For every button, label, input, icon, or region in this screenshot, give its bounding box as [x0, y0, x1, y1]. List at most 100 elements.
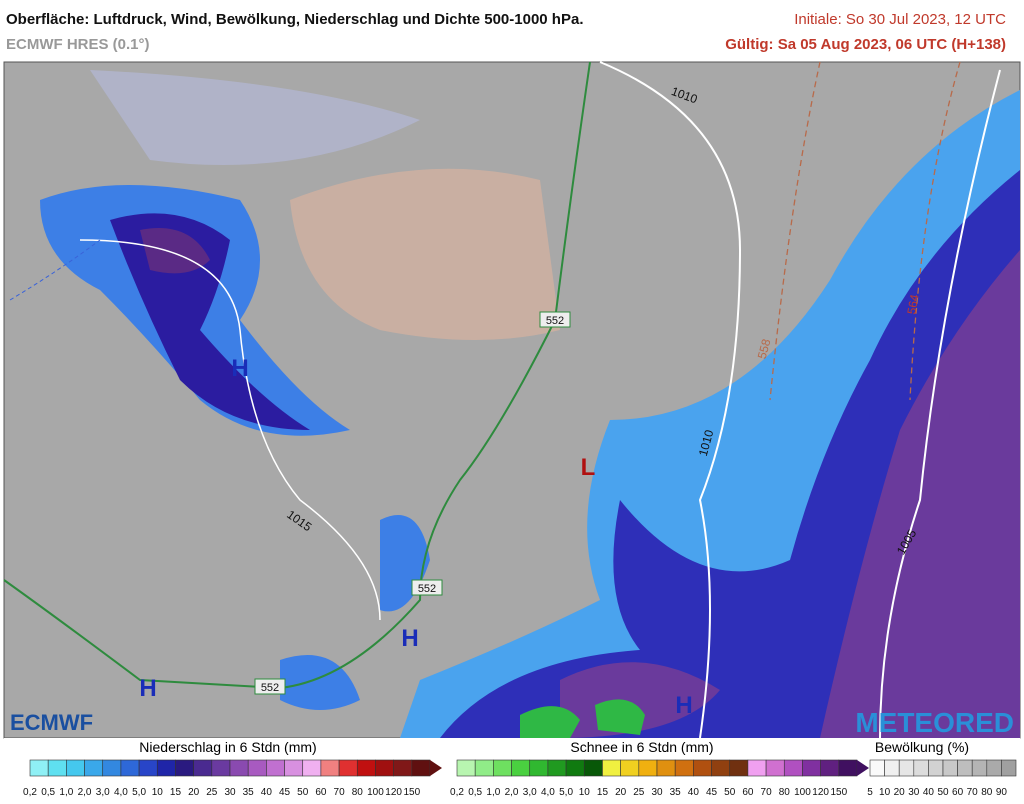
legend-swatch — [120, 759, 140, 777]
legend-swatch — [765, 759, 785, 777]
legend-tick-label: 4,0 — [114, 787, 128, 798]
legend-swatch — [711, 759, 731, 777]
legend-swatch — [211, 759, 231, 777]
legend-tick-label: 30 — [224, 787, 236, 798]
legend-tick-label: 25 — [633, 787, 645, 798]
legend-tick-label: 1,0 — [59, 787, 73, 798]
legend-swatch — [602, 759, 621, 777]
legend-swatch — [66, 759, 85, 777]
legend-swatch — [942, 759, 958, 777]
legend-swatch — [138, 759, 158, 777]
legend-tick-label: 0,5 — [468, 787, 482, 798]
legend-tick-label: 50 — [297, 787, 309, 798]
legend: 0,2 0,5 1,0 2,0 3,0 4,0 5,0 10 15 20 25 30 35 40 45 50 6… — [23, 759, 1017, 798]
thickness-label: 552 — [418, 583, 436, 595]
legend-tick-label: 120 — [812, 787, 829, 798]
legend-swatch — [1001, 759, 1017, 777]
legend-swatch — [375, 759, 394, 777]
legend-arrow — [430, 760, 442, 776]
thickness-box — [411, 579, 443, 596]
init-time: Initiale: So 30 Jul 2023, 12 UTC — [794, 11, 1006, 28]
legend-swatch — [338, 759, 358, 777]
legend-tick-label: 4,0 — [541, 787, 555, 798]
legend-tick-label: 80 — [779, 787, 791, 798]
legend-swatch — [356, 759, 376, 777]
legend-tick-label: 10 — [579, 787, 591, 798]
legend-swatch — [547, 759, 567, 777]
legend-title: Bewölkung (%) — [875, 739, 969, 755]
legend-tick-label: 10 — [152, 787, 164, 798]
legend-tick-label: 60 — [315, 787, 327, 798]
legend-tick-label: 100 — [367, 787, 384, 798]
legend-swatch — [511, 759, 531, 777]
high-marker: H — [675, 692, 692, 719]
legend-swatch — [583, 759, 603, 777]
legend-title: Niederschlag in 6 Stdn (mm) — [139, 739, 316, 755]
logo: METEORED — [855, 707, 1014, 738]
legend-tick-label: 30 — [651, 787, 663, 798]
legend-swatch — [302, 759, 322, 777]
high-marker: H — [231, 355, 248, 382]
legend-swatch — [229, 759, 249, 777]
legend-tick-label: 50 — [937, 787, 949, 798]
legend-tick-label: 45 — [279, 787, 291, 798]
legend-tick-label: 90 — [996, 787, 1008, 798]
legend-swatch — [620, 759, 640, 777]
legend-swatch — [656, 759, 676, 777]
legend-tick-label: 70 — [761, 787, 773, 798]
legend-tick-label: 0,2 — [450, 787, 464, 798]
legend-tick-label: 10 — [879, 787, 891, 798]
legend-swatch — [393, 759, 413, 777]
legend-title: Schnee in 6 Stdn (mm) — [570, 739, 713, 755]
thickness-label: 552 — [261, 682, 279, 694]
legend-tick-label: 0,5 — [41, 787, 55, 798]
legend-swatch — [29, 759, 49, 777]
legend-swatch — [565, 759, 585, 777]
legend-swatch — [266, 759, 285, 777]
thickness-label: 552 — [546, 315, 564, 327]
legend-tick-label: 60 — [742, 787, 754, 798]
legend-tick-label: 80 — [352, 787, 364, 798]
legend-tick-label: 40 — [261, 787, 273, 798]
legend-swatch — [971, 759, 988, 777]
legend-tick-label: 2,0 — [78, 787, 92, 798]
legend-arrow — [857, 760, 869, 776]
legend-swatch — [493, 759, 512, 777]
legend-swatch — [913, 759, 929, 777]
valid-time: Gültig: Sa 05 Aug 2023, 06 UTC (H+138) — [725, 36, 1006, 53]
legend-tick-label: 70 — [967, 787, 979, 798]
legend-tick-label: 20 — [894, 787, 906, 798]
legend-swatch — [638, 759, 658, 777]
legend-swatch — [674, 759, 694, 777]
legend-swatch — [729, 759, 749, 777]
legend-tick-label: 15 — [170, 787, 182, 798]
legend-swatch — [320, 759, 340, 777]
legend-tick-label: 40 — [688, 787, 700, 798]
title: Oberfläche: Luftdruck, Wind, Bewölkung, … — [6, 11, 584, 28]
legend-swatch — [84, 759, 104, 777]
legend-swatch — [474, 759, 494, 777]
legend-swatch — [928, 759, 944, 777]
legend-swatch — [693, 759, 712, 777]
thickness-label: 564 — [904, 293, 921, 315]
legend-tick-label: 5,0 — [132, 787, 146, 798]
legend-tick-label: 3,0 — [96, 787, 110, 798]
legend-tick-label: 50 — [724, 787, 736, 798]
legend-swatch — [47, 759, 67, 777]
legend-swatch — [986, 759, 1002, 777]
legend-tick-label: 100 — [794, 787, 811, 798]
high-marker: H — [401, 625, 418, 652]
legend-swatch — [529, 759, 549, 777]
isobar-label: 1010 — [696, 428, 717, 458]
legend-tick-label: 40 — [923, 787, 935, 798]
legend-tick-label: 35 — [670, 787, 682, 798]
legend-swatch — [193, 759, 213, 777]
legend-tick-label: 2,0 — [505, 787, 519, 798]
legend-swatch — [898, 759, 915, 777]
map-labels: 1010101010151005552552552558564HHHHLECMW… — [10, 84, 1014, 738]
legend-tick-label: 150 — [830, 787, 847, 798]
legend-swatch — [102, 759, 122, 777]
legend-tick-label: 120 — [385, 787, 402, 798]
legend-swatch — [838, 759, 858, 777]
